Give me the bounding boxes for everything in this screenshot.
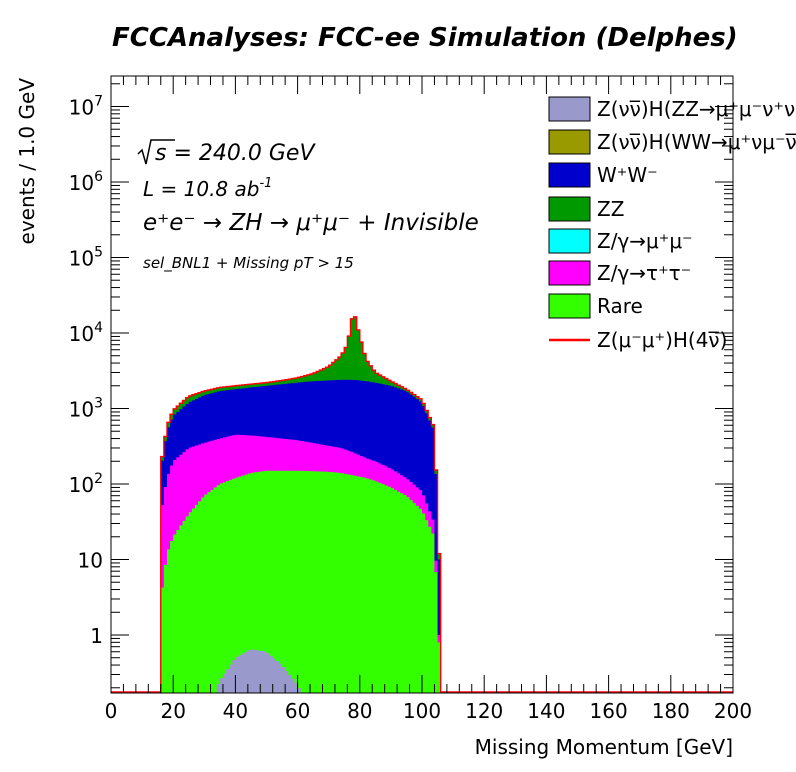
x-tick-label: 0 <box>105 699 118 723</box>
legend-label: Z(νν̅)H(WW→μ⁺νμ⁻ν̅) <box>597 130 796 154</box>
legend-label: ZZ <box>597 197 624 221</box>
x-tick-label: 140 <box>527 699 565 723</box>
legend-label: Z(μ⁻μ⁺)H(4ν̅) <box>597 328 727 352</box>
legend-swatch <box>548 162 591 188</box>
legend-swatch <box>548 96 591 122</box>
lumi-annotation: L = 10.8 ab-1 <box>143 176 272 201</box>
y-tick-label: 10 <box>78 549 103 573</box>
legend-entry: Z(νν̅)H(ZZ→μ⁺μ⁻ν⁺ν⁻) <box>548 96 796 122</box>
legend-swatch <box>548 293 591 319</box>
x-tick-label: 160 <box>590 699 628 723</box>
x-axis-label: Missing Momentum [GeV] <box>475 735 733 759</box>
x-tick-label: 100 <box>403 699 441 723</box>
plot-area <box>111 316 733 693</box>
x-tick-label: 40 <box>223 699 248 723</box>
legend: Z(νν̅)H(ZZ→μ⁺μ⁻ν⁺ν⁻) Z(νν̅)H(WW→μ⁺νμ⁻ν̅) W… <box>548 96 796 352</box>
y-tick-label: 102 <box>69 471 103 497</box>
stack-signal-hzz <box>216 649 311 693</box>
legend-label: W⁺W⁻ <box>597 163 658 187</box>
stack-rare <box>160 470 441 693</box>
annotations: s = 240.0 GeV L = 10.8 ab-1 e⁺e⁻ → ZH → … <box>137 139 479 273</box>
legend-swatch <box>548 196 591 222</box>
y-tick-label: 103 <box>69 396 103 422</box>
legend-label: Rare <box>597 294 643 318</box>
selection-annotation: sel_BNL1 + Missing pT > 15 <box>143 254 354 273</box>
sqrt-s-annotation: s = 240.0 GeV <box>137 139 316 166</box>
x-tick-label: 80 <box>347 699 372 723</box>
process-annotation: e⁺e⁻ → ZH → μ⁺μ⁻ + Invisible <box>143 210 479 236</box>
legend-entry: Rare <box>548 293 643 319</box>
y-tick-label: 105 <box>69 245 103 271</box>
legend-entry: ZZ <box>548 196 624 222</box>
x-tick-label: 200 <box>714 699 752 723</box>
legend-entry: Z(νν̅)H(WW→μ⁺νμ⁻ν̅) <box>548 129 796 155</box>
y-tick-label: 104 <box>69 320 103 346</box>
x-tick-label: 180 <box>652 699 690 723</box>
legend-entry: Z/γ→μ⁺μ⁻ <box>548 228 693 254</box>
legend-label: Z(νν̅)H(ZZ→μ⁺μ⁻ν⁺ν⁻) <box>597 97 796 121</box>
chart-title: FCCAnalyses: FCC-ee Simulation (Delphes) <box>112 23 738 53</box>
signal-line <box>111 316 733 693</box>
x-tick-label: 20 <box>160 699 185 723</box>
y-tick-label: 106 <box>69 169 103 195</box>
legend-swatch <box>548 129 591 155</box>
sqrt-s-text: s = 240.0 GeV <box>155 141 316 166</box>
legend-label: Z/γ→μ⁺μ⁻ <box>597 229 693 253</box>
legend-entry: Z/γ→τ⁺τ⁻ <box>548 260 691 286</box>
axis-ticks: 0 20 40 60 80 100 120 140 160 180 200 1 10 102 103 104 1… <box>69 76 752 723</box>
legend-entry: Z(μ⁻μ⁺)H(4ν̅) <box>549 328 727 352</box>
y-tick-label: 107 <box>69 94 103 120</box>
legend-swatch <box>548 260 591 286</box>
y-tick-label: 1 <box>90 624 103 648</box>
x-tick-label: 120 <box>465 699 503 723</box>
y-axis-label: events / 1.0 GeV <box>15 78 39 245</box>
x-tick-label: 60 <box>285 699 310 723</box>
legend-swatch <box>548 228 591 254</box>
legend-label: Z/γ→τ⁺τ⁻ <box>597 261 691 285</box>
legend-entry: W⁺W⁻ <box>548 162 658 188</box>
